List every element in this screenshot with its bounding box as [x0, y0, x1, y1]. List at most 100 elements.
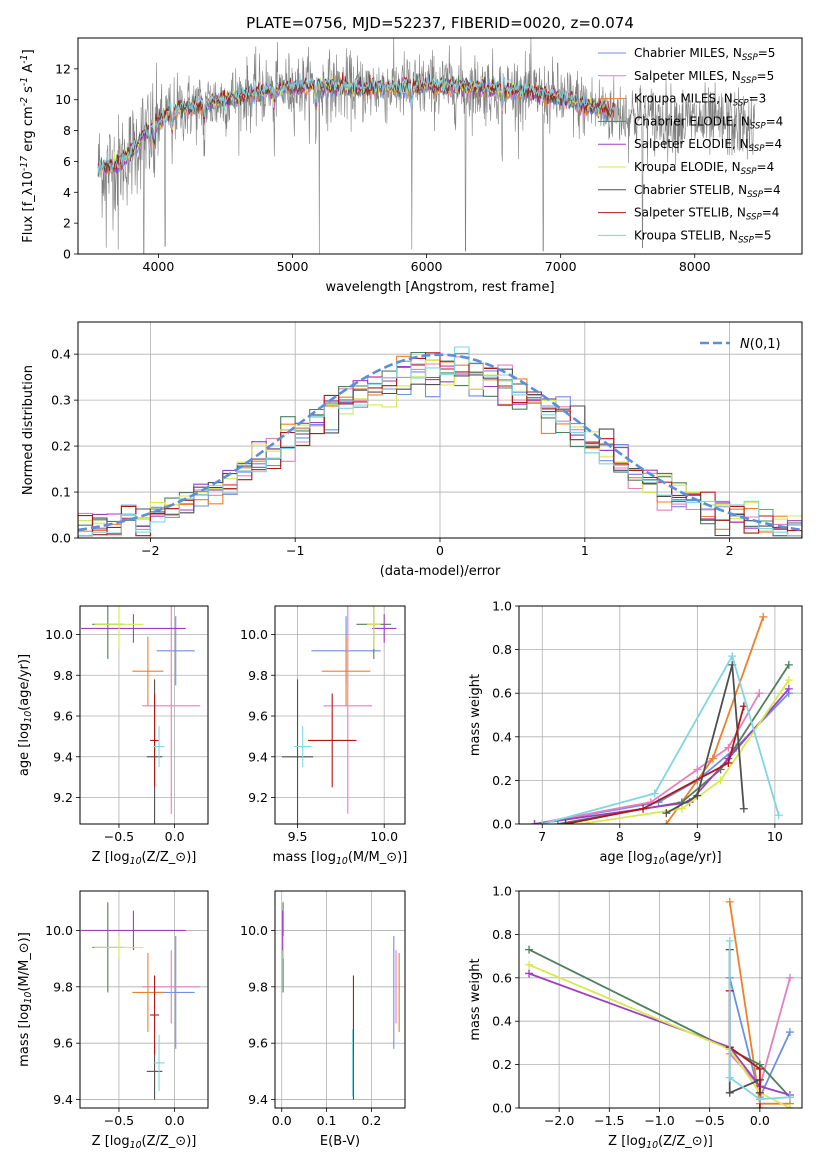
x-axis-label: mass [log10(M/M_⊙)]: [273, 850, 408, 867]
series-line: [557, 664, 790, 824]
y-tick-label: 0.4: [51, 347, 71, 362]
series-marker: [525, 969, 534, 978]
series-marker: [525, 960, 534, 969]
legend-label: N(0,1): [740, 337, 781, 352]
series-marker: [662, 809, 671, 818]
massweight_vs_age-frame: [518, 605, 803, 825]
x-tick-label: 6000: [411, 259, 443, 274]
series-line: [665, 616, 765, 824]
y-tick-label: 9.2: [248, 790, 268, 805]
massweight_vs_age-lines: [530, 612, 793, 824]
x-tick-label: 5000: [277, 259, 309, 274]
x-tick-label: −1.0: [644, 1113, 674, 1128]
x-tick-label: 0.0: [165, 1113, 185, 1128]
mass_vs_Z-axes: −0.5 0.0 9.4 9.6 9.8 10.0 Z [log10(Z/Z_⊙)] mass…: [17, 891, 208, 1151]
x-tick-label: 1: [581, 543, 589, 558]
model-spectrum-line: [97, 72, 615, 176]
x-axis-label: (data-model)/error: [380, 564, 501, 579]
y-tick-label: 9.4: [248, 749, 268, 764]
y-tick-label: 0.4: [492, 1014, 512, 1029]
y-axis-label: mass weight: [468, 674, 483, 756]
y-tick-label: 0.0: [492, 1101, 512, 1116]
x-tick-label: 0.0: [750, 1113, 770, 1128]
y-axis-label: Normed distribution: [21, 365, 36, 495]
series-marker: [759, 612, 768, 621]
y-tick-label: 10.0: [240, 923, 268, 938]
y-tick-label: 10.0: [240, 627, 268, 642]
age_vs_Z-frame: [79, 605, 209, 825]
series-marker: [785, 1028, 794, 1037]
x-tick-label: −0.5: [694, 1113, 724, 1128]
y-tick-label: 8: [63, 123, 71, 138]
legend-label: Chabrier STELIB, NSSP=4: [634, 183, 781, 200]
x-tick-label: −0.5: [104, 829, 134, 844]
spectrum-frame: [77, 37, 803, 255]
y-axis-label: mass [log10(M/M_⊙)]: [17, 932, 34, 1067]
series-line: [534, 692, 790, 824]
series-marker: [784, 660, 793, 669]
y-tick-label: 9.8: [248, 668, 268, 683]
age_vs_Z-axes: −0.5 0.0 9.2 9.4 9.6 9.8 10.0 Z [log10(Z/Z_⊙)] a…: [17, 606, 208, 867]
x-tick-label: 2: [726, 543, 734, 558]
series-marker: [755, 1064, 764, 1073]
series-marker: [639, 804, 648, 813]
y-tick-label: 0.4: [492, 729, 512, 744]
y-tick-label: 9.6: [53, 1036, 73, 1051]
y-tick-label: 0.6: [492, 686, 512, 701]
series-marker: [784, 684, 793, 693]
residuals-frame: [77, 321, 803, 539]
y-tick-label: 9.8: [53, 979, 73, 994]
series-marker: [785, 1104, 794, 1108]
series-line: [728, 940, 791, 1101]
x-axis-label: Z [log10(Z/Z_⊙)]: [92, 850, 197, 867]
x-axis-label: E(B-V): [320, 1134, 360, 1149]
x-tick-label: 0.2: [361, 1113, 381, 1128]
series-marker: [693, 765, 702, 774]
y-tick-label: 0.2: [492, 773, 512, 788]
y-tick-label: 0.8: [492, 642, 512, 657]
x-tick-label: 0.1: [317, 1113, 337, 1128]
y-tick-label: 0.2: [492, 1057, 512, 1072]
legend-label: Salpeter STELIB, NSSP=4: [634, 206, 779, 223]
y-tick-label: 6: [63, 154, 71, 169]
series-marker: [662, 820, 671, 824]
series-marker: [728, 652, 737, 661]
y-axis-label: Flux [f_λ10-17 erg cm-2 s-1 A-1]: [19, 49, 36, 242]
y-tick-label: 0.0: [492, 817, 512, 832]
series-marker: [784, 676, 793, 685]
y-tick-label: 4: [63, 185, 71, 200]
age_vs_mass-points: [281, 606, 397, 824]
y-tick-label: 0.6: [492, 970, 512, 985]
series-marker: [739, 804, 748, 813]
y-tick-label: 0.8: [492, 927, 512, 942]
series-marker: [525, 945, 534, 954]
series-marker: [530, 820, 539, 824]
x-tick-label: 8000: [679, 259, 711, 274]
series-marker: [725, 897, 734, 906]
age_vs_Z-points: [81, 606, 201, 824]
series-marker: [538, 820, 547, 824]
series-line: [528, 963, 791, 1108]
legend-label: Kroupa STELIB, NSSP=5: [634, 228, 772, 245]
normal-curve: [78, 353, 802, 532]
series-marker: [724, 758, 733, 767]
spectrum-legend: Chabrier MILES, NSSP=5 Salpeter MILES, NS…: [598, 46, 783, 245]
massweight_vs_age-axes: 7 8 9 10 0.0 0.2 0.4 0.6 0.8 1.0 age [log10(age/yr…: [468, 599, 802, 867]
x-axis-label: Z [log10(Z/Z_⊙)]: [608, 1134, 713, 1151]
x-tick-label: 7: [538, 829, 546, 844]
series-marker: [716, 776, 725, 785]
series-marker: [677, 804, 686, 813]
series-marker: [774, 811, 783, 820]
legend-label: Salpeter MILES, NSSP=5: [634, 69, 774, 86]
series-line: [542, 653, 780, 824]
mass_vs_ebv-axes: 0.0 0.1 0.2 9.4 9.6 9.8 10.0 E(B-V): [240, 891, 405, 1149]
y-tick-label: 9.8: [248, 979, 268, 994]
x-axis-label: age [log10(age/yr)]: [599, 850, 721, 867]
x-tick-label: 8: [616, 829, 624, 844]
x-tick-label: 7000: [545, 259, 577, 274]
age_vs_mass-axes: 9.5 10.0 9.2 9.4 9.6 9.8 10.0 mass [log10(M/M_⊙…: [240, 606, 407, 867]
y-tick-label: 9.6: [53, 709, 73, 724]
age_vs_mass-frame: [274, 605, 406, 825]
x-axis-label: Z [log10(Z/Z_⊙)]: [92, 1134, 197, 1151]
